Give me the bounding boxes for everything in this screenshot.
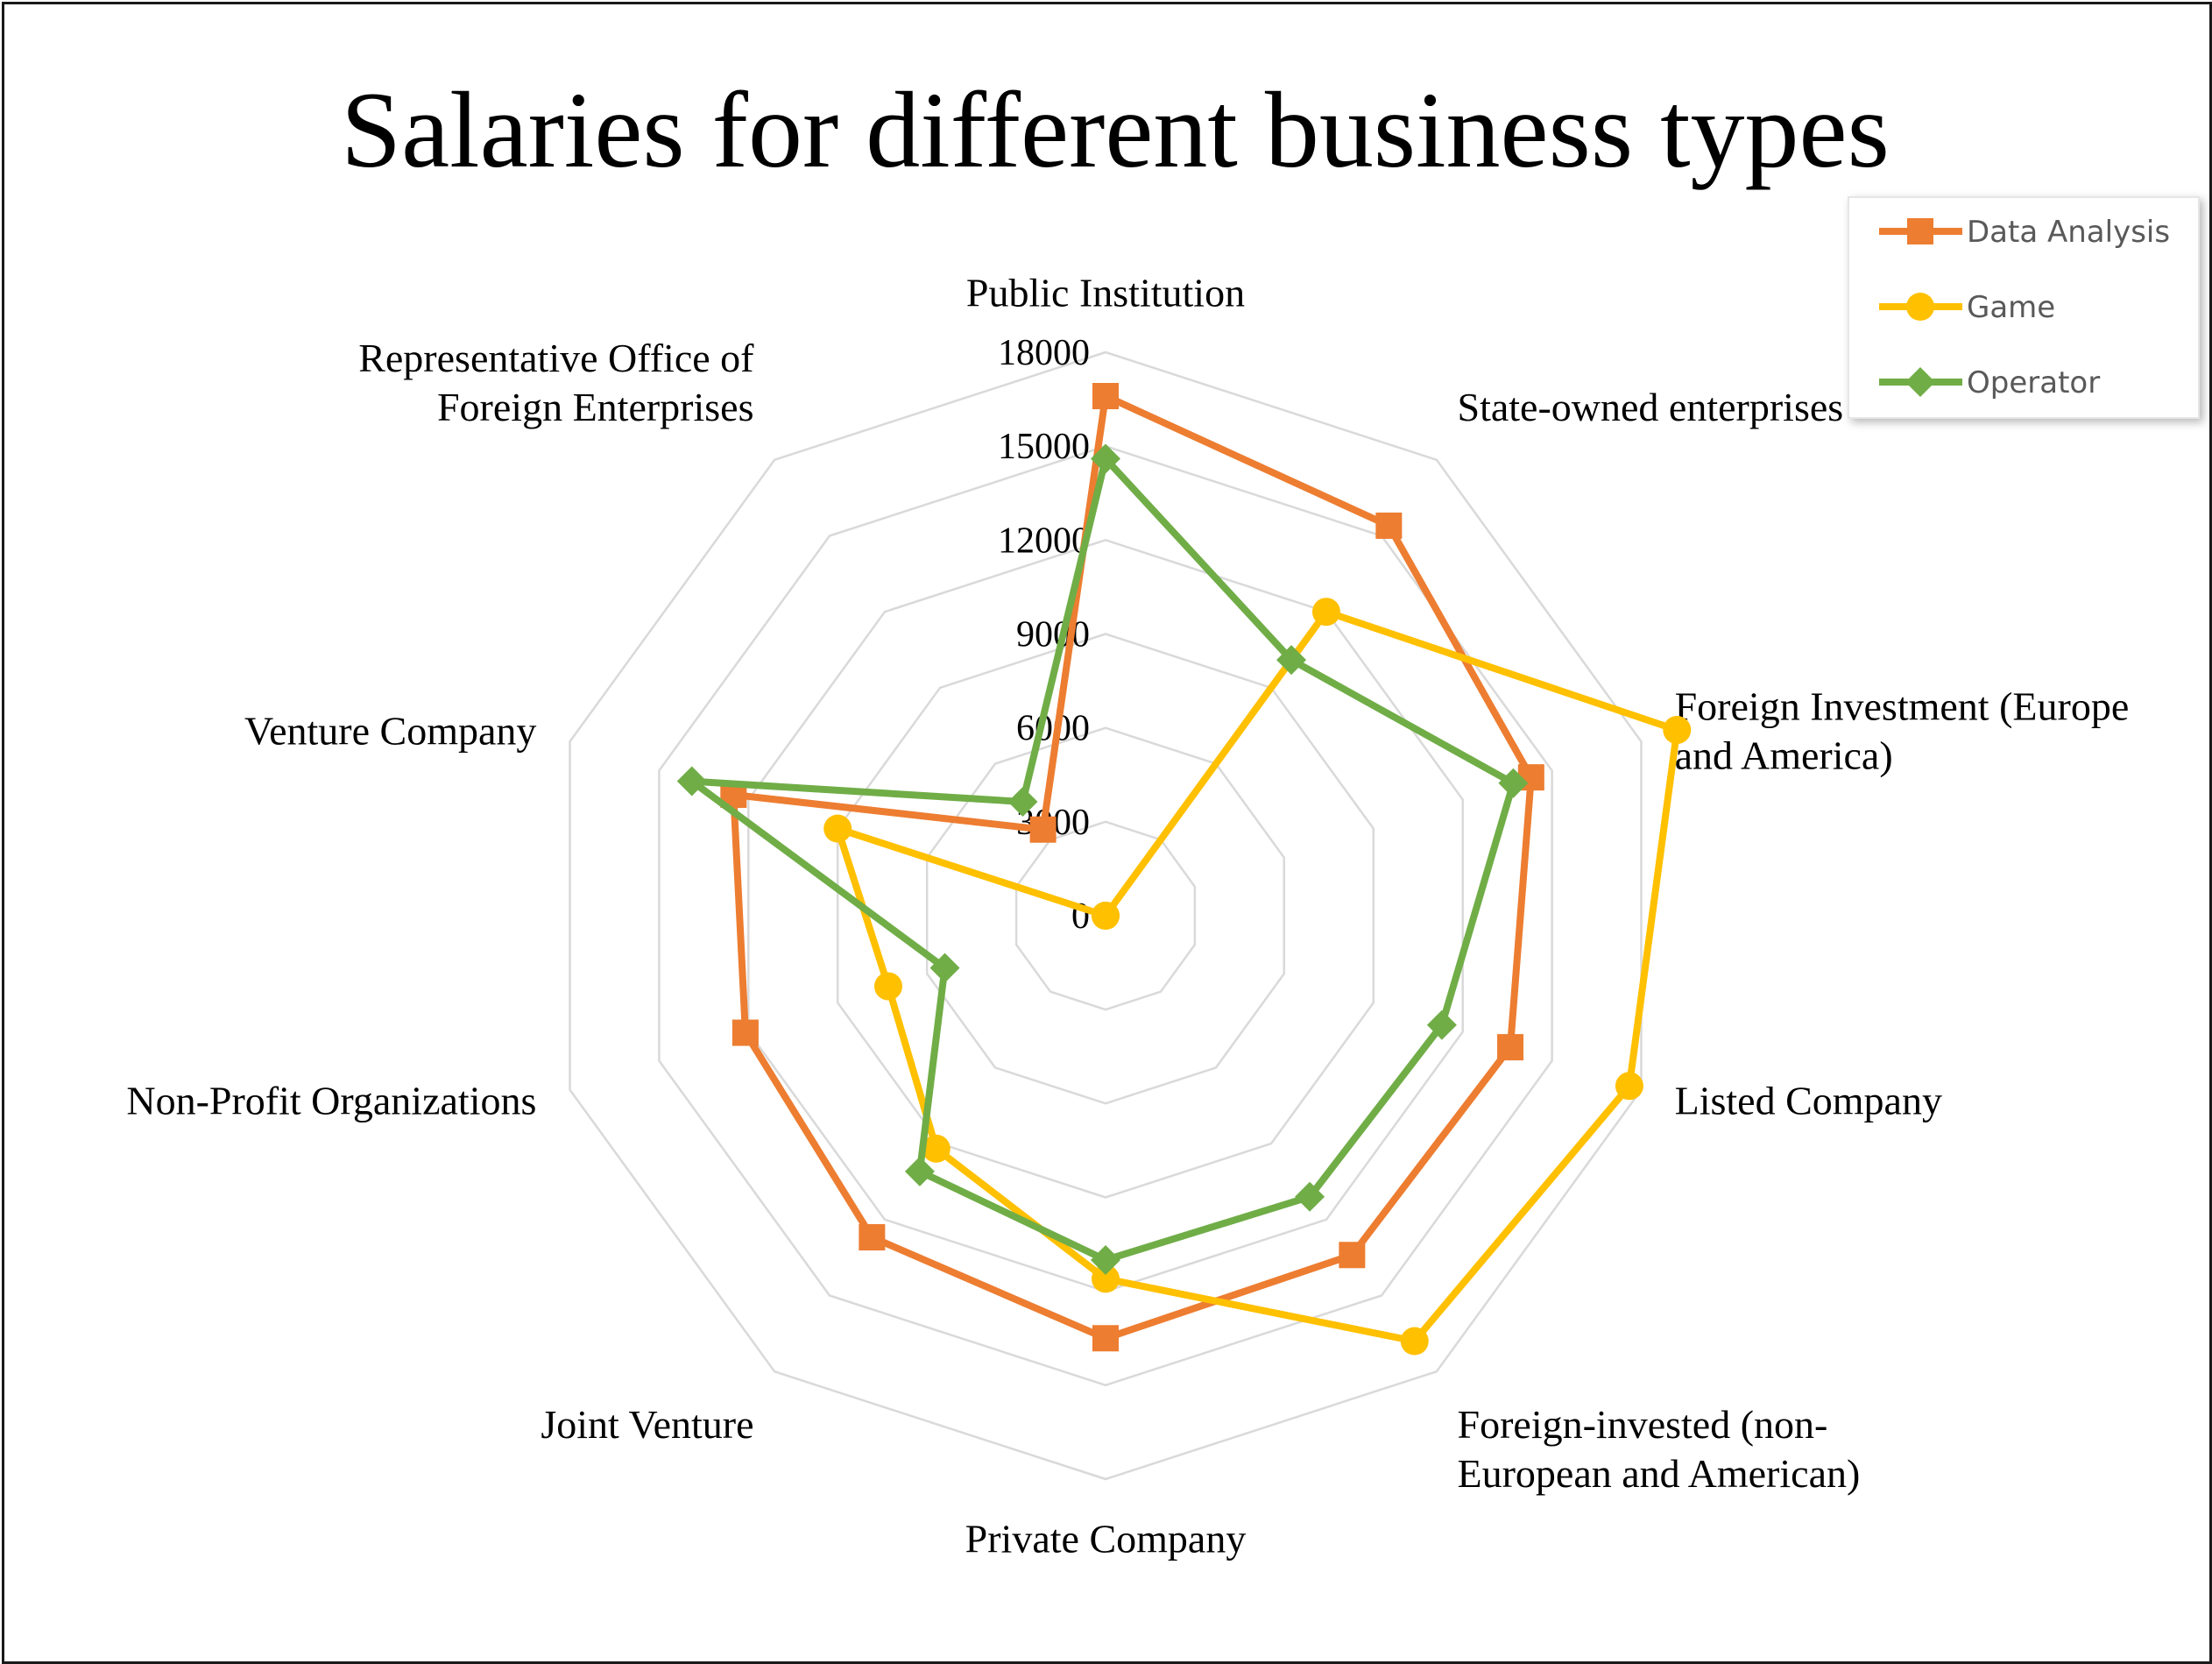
radial-tick-label: 12000 bbox=[998, 520, 1090, 561]
data-point bbox=[922, 1134, 951, 1163]
data-point bbox=[1092, 1325, 1119, 1352]
grid-ring bbox=[925, 726, 1286, 1105]
category-label: State-owned enterprises bbox=[1458, 385, 1844, 429]
data-point bbox=[1007, 786, 1038, 817]
series-data-analysis bbox=[720, 383, 1544, 1352]
category-label: Listed Company bbox=[1675, 1079, 1942, 1123]
legend-label: Data Analysis bbox=[1967, 215, 2170, 250]
data-point bbox=[1907, 218, 1933, 244]
radial-tick-labels: 0300060009000120001500018000 bbox=[998, 333, 1090, 937]
data-point bbox=[1339, 1242, 1366, 1269]
radial-tick-label: 18000 bbox=[998, 333, 1090, 373]
legend: Data Analysis Game Operator bbox=[1848, 196, 2200, 419]
data-point bbox=[1295, 1181, 1325, 1212]
data-point bbox=[1091, 443, 1120, 474]
category-label: Foreign-invested (non-European and Ameri… bbox=[1458, 1402, 1861, 1496]
grid-ring bbox=[1014, 820, 1197, 1011]
data-point bbox=[1029, 816, 1057, 843]
legend-item: Operator bbox=[1879, 365, 2100, 400]
data-point bbox=[1375, 512, 1403, 539]
radar-grid bbox=[569, 351, 1643, 1481]
data-point bbox=[1092, 902, 1120, 930]
series-operator bbox=[676, 443, 1529, 1275]
data-point bbox=[1498, 768, 1529, 798]
category-label: Private Company bbox=[965, 1517, 1247, 1561]
data-point bbox=[1091, 1244, 1120, 1275]
grid-ring bbox=[569, 351, 1643, 1481]
grid-ring bbox=[658, 444, 1553, 1387]
legend-item: Data Analysis bbox=[1879, 215, 2170, 250]
category-label: Public Institution bbox=[966, 271, 1245, 315]
legend-item: Game bbox=[1879, 290, 2055, 325]
category-label: Foreign Investment (Europe and America) bbox=[1675, 684, 2130, 778]
data-point bbox=[1311, 598, 1340, 627]
category-label: Venture Company bbox=[244, 709, 536, 754]
grid-ring bbox=[836, 633, 1375, 1199]
data-point bbox=[873, 972, 902, 1001]
data-point bbox=[1906, 293, 1934, 321]
category-label: Joint Venture bbox=[541, 1402, 753, 1447]
legend-label: Game bbox=[1967, 290, 2055, 325]
radial-tick-label: 15000 bbox=[998, 427, 1090, 467]
data-point bbox=[1905, 367, 1935, 397]
radial-tick-label: 9000 bbox=[1016, 615, 1090, 655]
data-point bbox=[823, 814, 852, 843]
data-point bbox=[1276, 645, 1307, 676]
data-point bbox=[1426, 1009, 1457, 1040]
data-point bbox=[1092, 383, 1119, 410]
data-point bbox=[1615, 1072, 1643, 1101]
category-label: Representative Office of Foreign Enterpri… bbox=[358, 336, 754, 429]
data-point bbox=[731, 1019, 759, 1046]
data-point bbox=[1497, 1034, 1524, 1061]
data-point bbox=[1663, 716, 1692, 745]
legend-label: Operator bbox=[1967, 365, 2100, 400]
data-point bbox=[1400, 1327, 1429, 1356]
data-point bbox=[929, 952, 960, 983]
data-point bbox=[676, 766, 707, 797]
category-labels: Public Institution State-owned enterprise… bbox=[126, 271, 2129, 1561]
chart-title: Salaries for different business types bbox=[341, 70, 1890, 190]
data-point bbox=[904, 1156, 935, 1186]
data-point bbox=[859, 1224, 886, 1251]
category-label: Non-Profit Organizations bbox=[126, 1079, 536, 1123]
series-layer bbox=[676, 383, 1692, 1356]
data-point bbox=[1092, 1264, 1120, 1293]
